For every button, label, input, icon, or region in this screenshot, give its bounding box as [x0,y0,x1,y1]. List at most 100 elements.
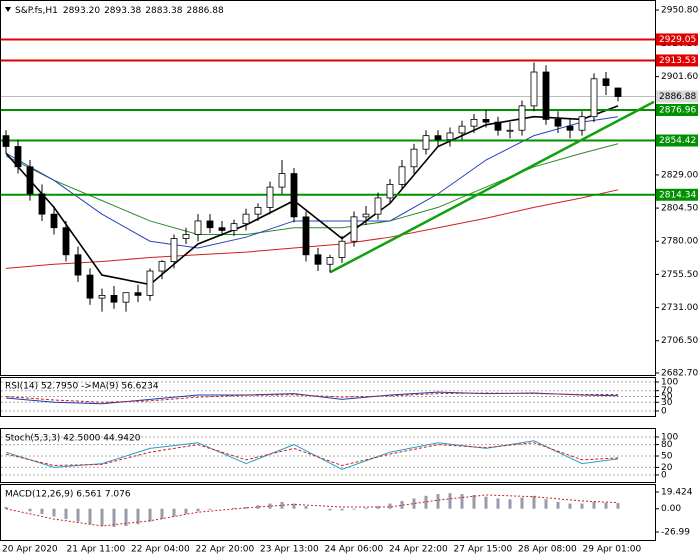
macd-bar [556,501,560,509]
candle-body [242,213,250,225]
candle-body [50,213,58,229]
candle-body [14,146,22,168]
candle-body [386,183,394,199]
macd-bar [472,494,476,509]
y-tick-label: 20 [661,463,673,473]
time-label: 27 Apr 15:00 [454,545,513,555]
moving-average [5,189,619,269]
candle-body [110,294,118,303]
candle-body [230,223,238,231]
candle-body [278,173,286,188]
macd-bar [388,503,392,509]
candle-body [2,135,10,147]
candle-body [422,135,430,150]
macd-bar [532,495,536,509]
macd-bar [580,503,584,509]
macd-bar [616,503,620,509]
candle-body [62,227,70,256]
candle-body [134,292,142,296]
candle-body [314,254,322,265]
macd-bar [124,508,128,526]
time-label: 22 Apr 20:00 [196,545,255,555]
main-panel [0,0,656,376]
macd-bar [592,501,596,509]
y-tick-label: 2901.60 [661,72,698,82]
macd-panel [0,484,656,541]
candle-body [506,129,514,132]
candle-body [590,78,598,118]
level-label: 2913.53 [659,56,696,66]
candle-body [158,261,166,272]
y-tick-label: 0.00 [661,504,681,514]
macd-bar [340,508,344,511]
candle-body [302,216,310,256]
rsi-label: RSI(14) 52.7950 ->MA(9) 56.6234 [5,382,159,392]
time-label: 22 Apr 04:00 [131,545,190,555]
y-tick-label: 100 [661,378,678,388]
y-tick-label: 2682.70 [661,368,698,378]
macd-bar [508,499,512,509]
macd-bar [448,493,452,509]
macd-bar [520,497,524,509]
candle-body [170,238,178,262]
level-label-box [656,54,698,67]
candle-body [362,213,370,218]
time-label: 28 Apr 08:00 [518,545,577,555]
macd-bar [4,507,8,509]
macd-bar [460,494,464,509]
symbol-menu-icon[interactable] [5,7,11,12]
candle-body [554,119,562,127]
macd-bar [196,508,200,512]
high-price: 2893.38 [104,6,141,16]
indicator-line [5,392,619,403]
macd-bar [136,508,140,525]
macd-bar [484,496,488,509]
candle-body [602,78,610,86]
level-label: 2854.42 [659,136,696,146]
candle-body [266,186,274,208]
y-tick-label: 30 [661,398,673,408]
time-label: 24 Apr 22:00 [389,545,448,555]
y-tick-label: 2755.50 [661,270,698,280]
macd-bar [544,499,548,509]
macd-bar [412,498,416,509]
macd-bar [604,502,608,509]
stoch-label: Stoch(5,3,3) 42.5000 44.9420 [5,434,141,444]
candle-body [74,254,82,276]
macd-bar [436,494,440,509]
macd-bar [400,500,404,509]
candle-body [446,132,454,141]
macd-bar [160,508,164,520]
candle-body [494,121,502,131]
chart-header: S&P.fs,H1 2893.20 2893.38 2883.38 2886.88 [15,6,224,16]
candle-body [434,135,442,141]
y-tick-label: -26.99 [661,528,690,538]
macd-bar [292,503,296,509]
macd-bar [28,508,32,512]
macd-bar [76,508,80,522]
candle-body [290,173,298,218]
candle-body [98,294,106,299]
macd-bar [376,506,380,509]
candle-body [26,166,34,195]
level-label-box [656,103,698,116]
symbol: S&P.fs,H1 [15,6,58,16]
y-tick-label: 50 [661,452,673,462]
candle-body [338,240,346,258]
macd-bar [52,508,56,517]
level-label-box [656,33,698,46]
y-tick-label: 50 [661,392,673,402]
trendline [329,100,655,274]
macd-bar [568,503,572,509]
level-label: 2876.96 [659,105,696,115]
macd-bar [328,508,332,511]
candle-body [398,166,406,185]
current-price-box [656,90,698,103]
level-label-box [656,188,698,201]
candle-body [518,105,526,131]
macd-bar [172,508,176,517]
macd-bar [424,495,428,509]
macd-bar [112,508,116,527]
macd-bar [64,508,68,520]
